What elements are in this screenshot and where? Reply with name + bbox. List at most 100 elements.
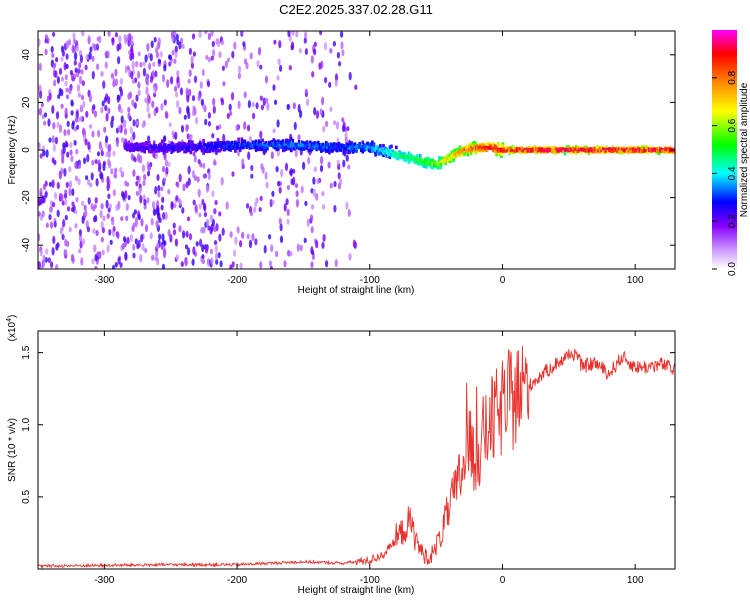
spectrogram-ridge-cell xyxy=(422,161,425,165)
spectrogram-ridge-cell xyxy=(426,156,430,161)
spectrogram-ridge-cell xyxy=(637,149,640,154)
spectrogram-ridge-cell xyxy=(302,141,306,146)
spectrogram-noise-cell xyxy=(152,61,156,67)
spectrogram-ridge-cell xyxy=(352,150,355,154)
spectrogram-noise-cell xyxy=(129,126,133,134)
spectrogram-noise-cell xyxy=(91,70,95,80)
spectrogram-ridge-cell xyxy=(503,147,506,152)
spectrogram-noise-cell xyxy=(176,100,180,109)
spectrogram-noise-cell xyxy=(102,215,106,222)
spectrogram-ridge-cell xyxy=(423,161,427,165)
spectrogram-ridge-cell xyxy=(264,145,267,150)
spectrogram-ridge-cell xyxy=(512,150,516,155)
spectrogram-noise-cell xyxy=(303,237,307,244)
spectrogram-noise-cell xyxy=(109,239,113,246)
spectrogram-ridge-cell xyxy=(224,141,228,146)
spectrogram-noise-cell xyxy=(162,211,166,220)
spectrogram-ridge-cell xyxy=(594,147,597,151)
spectrogram-noise-cell xyxy=(171,36,175,43)
spectrogram-noise-cell xyxy=(166,79,170,88)
spectrogram-ridge-cell xyxy=(145,143,148,147)
spectrogram-ridge-cell xyxy=(406,157,409,161)
spectrogram-noise-cell xyxy=(100,236,104,243)
spectrogram-y-tick-label: 0 xyxy=(21,147,32,153)
spectrogram-noise-cell xyxy=(64,249,68,257)
spectrogram-ridge-cell xyxy=(337,146,341,151)
spectrogram-ridge-cell xyxy=(243,139,247,144)
spectrogram-noise-cell xyxy=(47,257,51,263)
spectrogram-noise-cell xyxy=(257,46,262,56)
spectrogram-noise-cell xyxy=(347,164,351,170)
spectrogram-ridge-cell xyxy=(434,160,438,165)
spectrogram-ridge-cell xyxy=(189,150,193,155)
spectrogram-ridge-cell xyxy=(275,140,279,145)
spectrogram-ridge-cell xyxy=(245,145,248,149)
spectrogram-noise-cell xyxy=(179,87,184,96)
spectrogram-noise-cell xyxy=(156,207,160,216)
spectrogram-ridge-cell xyxy=(598,146,602,151)
spectrogram-ridge-cell xyxy=(275,147,279,152)
spectrogram-noise-cell xyxy=(124,65,128,74)
spectrogram-noise-cell xyxy=(167,229,171,237)
spectrogram-noise-cell xyxy=(189,134,193,140)
spectrogram-noise-cell xyxy=(81,215,85,224)
spectrogram-ridge-cell xyxy=(281,145,285,149)
spectrogram-noise-cell xyxy=(75,196,79,203)
spectrogram-ridge-cell xyxy=(391,152,395,156)
spectrogram-noise-cell xyxy=(119,262,123,268)
spectrogram-ridge-cell xyxy=(617,147,621,152)
spectrogram-noise-cell xyxy=(154,185,158,195)
spectrogram-ridge-cell xyxy=(380,152,384,156)
spectrogram-noise-cell xyxy=(81,200,85,207)
spectrogram-noise-cell xyxy=(278,40,282,49)
spectrogram-noise-cell xyxy=(333,120,337,126)
spectrogram-noise-cell xyxy=(91,258,95,265)
spectrogram-noise-cell xyxy=(299,244,303,252)
spectrogram-noise-cell xyxy=(153,36,157,43)
spectrogram-ridge-cell xyxy=(469,143,473,148)
spectrogram-ridge-cell xyxy=(183,145,186,149)
spectrogram-ridge-cell xyxy=(474,151,478,155)
spectrogram-ridge-cell xyxy=(651,148,654,153)
spectrogram-noise-cell xyxy=(116,94,120,103)
spectrogram-ridge-cell xyxy=(493,146,497,150)
spectrogram-noise-cell xyxy=(70,155,74,163)
spectrogram-ridge-cell xyxy=(248,146,252,150)
spectrogram-noise-cell xyxy=(310,261,314,269)
spectrogram-noise-cell xyxy=(204,118,208,126)
spectrogram-noise-cell xyxy=(43,112,48,118)
spectrogram-ridge-cell xyxy=(500,154,503,158)
spectrogram-ridge-cell xyxy=(342,151,345,155)
spectrogram-noise-cell xyxy=(48,137,52,143)
spectrogram-ridge-cell xyxy=(417,158,420,163)
spectrogram-noise-cell xyxy=(52,201,56,208)
spectrogram-noise-cell xyxy=(95,43,99,51)
spectrogram-noise-cell xyxy=(233,41,237,50)
spectrogram-ridge-cell xyxy=(426,159,430,163)
spectrogram-noise-cell xyxy=(76,83,81,93)
spectrogram-noise-cell xyxy=(202,226,206,234)
spectrogram-noise-cell xyxy=(100,70,104,77)
spectrogram-ridge-cell xyxy=(527,146,530,150)
spectrogram-noise-cell xyxy=(155,220,159,227)
spectrogram-noise-cell xyxy=(132,212,136,219)
spectrogram-noise-cell xyxy=(198,203,202,210)
spectrogram-noise-cell xyxy=(206,257,211,267)
spectrogram-ridge-cell xyxy=(554,146,557,151)
spectrogram-noise-cell xyxy=(313,166,317,172)
spectrogram-ridge-cell xyxy=(496,147,500,152)
spectrogram-ridge-cell xyxy=(450,150,454,155)
spectrogram-ridge-cell xyxy=(487,142,490,146)
spectrogram-noise-cell xyxy=(315,110,320,119)
spectrogram-ridge-cell xyxy=(299,143,302,147)
spectrogram-noise-cell xyxy=(249,52,253,60)
spectrogram-noise-cell xyxy=(105,135,109,144)
spectrogram-noise-cell xyxy=(44,34,49,40)
spectrogram-ridge-cell xyxy=(396,156,400,161)
spectrogram-ridge-cell xyxy=(219,147,223,152)
figure-title: C2E2.2025.337.02.28.G11 xyxy=(279,2,433,17)
spectrogram-noise-cell xyxy=(167,54,172,60)
spectrogram-noise-cell xyxy=(65,53,69,60)
spectrogram-ridge-cell xyxy=(393,151,396,155)
